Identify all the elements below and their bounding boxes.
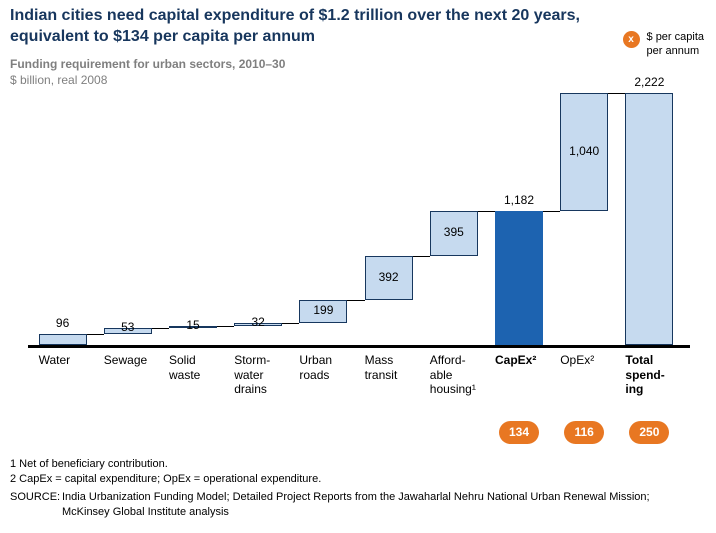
bar-value-label: 96 xyxy=(55,316,70,331)
waterfall-bar xyxy=(169,326,217,329)
bar-value-label: 32 xyxy=(251,314,265,329)
bar-value-label: 53 xyxy=(121,320,135,335)
connector-line xyxy=(86,334,104,336)
bar-value-label: 392 xyxy=(378,269,399,284)
per-capita-badge: 134 xyxy=(499,421,539,444)
connector-line xyxy=(543,210,561,212)
waterfall-bar xyxy=(299,300,348,323)
per-capita-badge: 116 xyxy=(564,421,605,444)
category-label: Water xyxy=(38,353,71,367)
waterfall-bar xyxy=(234,322,283,327)
legend: x $ per capita per annum xyxy=(622,31,704,59)
category-label: Solid waste xyxy=(169,353,201,382)
category-label: Urban roads xyxy=(299,353,333,382)
category-label: Afford- able housing¹ xyxy=(429,353,476,397)
footnotes: 1 Net of beneficiary contribution. 2 Cap… xyxy=(10,457,321,486)
category-label: CapEx² xyxy=(495,353,537,367)
waterfall-bar xyxy=(560,93,609,211)
chart-subtitle: Funding requirement for urban sectors, 2… xyxy=(10,57,286,71)
connector-line xyxy=(608,93,626,94)
connector-line xyxy=(282,322,300,324)
connector-line xyxy=(151,328,169,330)
per-capita-badge: 250 xyxy=(629,421,670,444)
source-label: SOURCE: xyxy=(10,491,61,503)
connector-line xyxy=(412,255,430,257)
legend-label: $ per capita per annum xyxy=(646,31,704,57)
category-label: Storm- water drains xyxy=(234,353,271,397)
bar-value-label: 199 xyxy=(313,303,334,318)
waterfall-bar xyxy=(495,210,543,345)
source-text: India Urbanization Funding Model; Detail… xyxy=(62,491,650,518)
bar-value-label: 1,182 xyxy=(503,192,535,207)
category-label: Mass transit xyxy=(364,353,398,382)
per-capita-marker-icon: x xyxy=(622,31,640,48)
connector-line xyxy=(477,210,495,212)
waterfall-bar xyxy=(625,93,674,345)
category-label: OpEx² xyxy=(560,353,595,367)
waterfall-bar xyxy=(103,328,152,335)
bar-value-label: 2,222 xyxy=(634,75,665,89)
category-label: Total spend- ing xyxy=(625,353,665,397)
footnote-2: 2 CapEx = capital expenditure; OpEx = op… xyxy=(10,472,322,485)
bar-value-label: 1,040 xyxy=(569,143,600,158)
unit-label: $ billion, real 2008 xyxy=(10,73,108,87)
connector-line xyxy=(347,300,365,302)
footnote-1: 1 Net of beneficiary contribution. xyxy=(10,458,168,470)
page-title: Indian cities need capital expenditure o… xyxy=(10,7,580,45)
waterfall-bar xyxy=(364,255,413,301)
waterfall-bar xyxy=(38,334,87,345)
waterfall-bar xyxy=(429,210,478,256)
connector-line xyxy=(217,326,235,328)
bar-value-label: 395 xyxy=(443,225,464,240)
source: SOURCE: India Urbanization Funding Model… xyxy=(10,490,710,519)
category-label: Sewage xyxy=(103,353,148,367)
bar-value-label: 15 xyxy=(186,318,200,333)
x-axis-line xyxy=(28,345,690,348)
